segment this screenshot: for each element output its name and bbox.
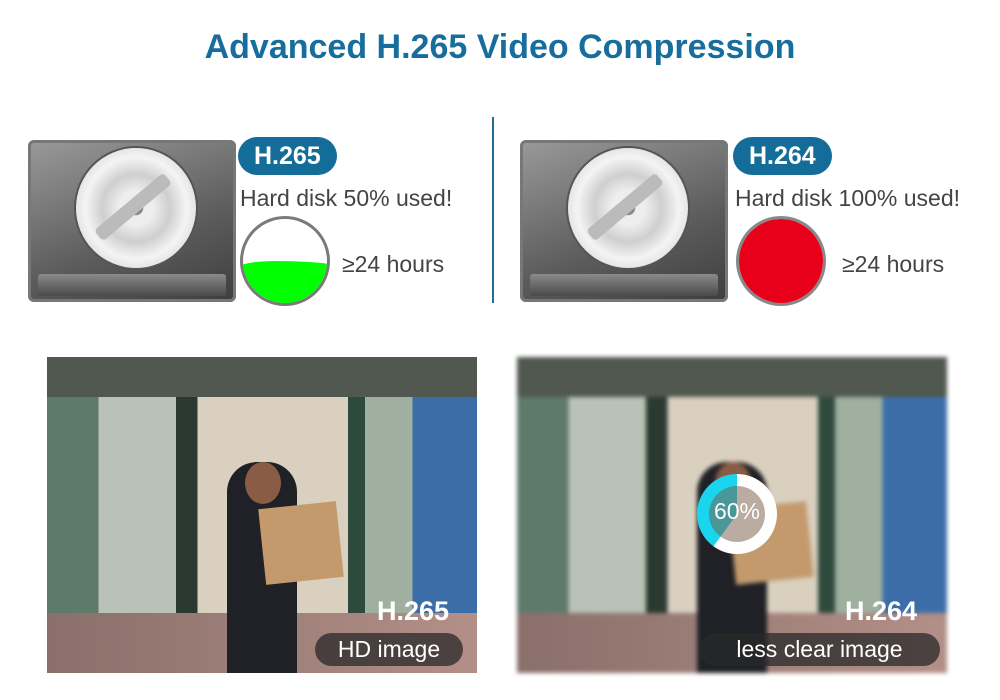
photo-caption-h265: HD image	[315, 633, 463, 666]
divider	[492, 117, 494, 303]
page-title: Advanced H.265 Video Compression	[204, 28, 796, 66]
loading-ring-icon	[697, 474, 777, 554]
photo-codec-label-h264: H.264	[845, 596, 918, 626]
codec-badge-h264: H.264	[733, 137, 832, 175]
photo-hd	[47, 357, 477, 673]
hours-text-h264: ≥24 hours	[842, 251, 945, 277]
photo-caption-h264: less clear image	[699, 633, 940, 666]
usage-text-h265: Hard disk 50% used!	[240, 185, 453, 211]
codec-badge-h265: H.265	[238, 137, 337, 175]
disk-usage-gauge-h264	[736, 216, 826, 306]
photo-codec-label-h265: H.265	[377, 596, 450, 626]
disk-usage-gauge-h265	[240, 216, 330, 306]
usage-text-h264: Hard disk 100% used!	[735, 185, 961, 211]
hard-disk-image-h265	[28, 140, 236, 302]
hours-text-h265: ≥24 hours	[342, 251, 445, 277]
loading-percent: 60%	[713, 498, 761, 524]
hard-disk-image-h264	[520, 140, 728, 302]
